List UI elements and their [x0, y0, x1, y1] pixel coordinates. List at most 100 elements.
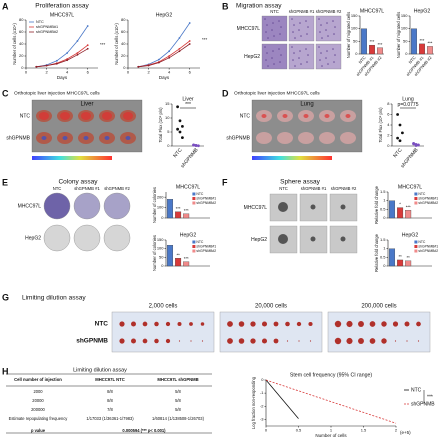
data-point [192, 143, 196, 147]
significance: ** [398, 254, 402, 259]
chart-title: Lung [402, 96, 414, 102]
photo-speck [321, 65, 323, 67]
chart-title: MHCC97L [176, 184, 200, 190]
y-axis-label: Total Flux (10⁹ p/s) [158, 107, 163, 143]
data-point [188, 40, 191, 42]
tumor [227, 338, 233, 344]
row-label: shGPNMB [226, 135, 250, 141]
bar [427, 46, 433, 55]
photo-speck [320, 24, 322, 26]
significance: *** [406, 204, 411, 209]
data-point [412, 142, 415, 146]
data-point [178, 47, 181, 50]
row-label: HepG2 [25, 235, 41, 241]
data-point [178, 119, 182, 123]
x-tick-label: 2 [45, 70, 48, 75]
signal [123, 112, 133, 120]
tumor [142, 338, 148, 344]
photo [315, 43, 342, 70]
y-tick-label: 0.5 [380, 254, 386, 259]
y-tick-label: 6 [387, 112, 390, 117]
y-axis-label: Number of colonies [152, 235, 157, 271]
colorbar [252, 156, 332, 160]
table-cell: 5/8 [175, 389, 181, 394]
sphere [278, 234, 288, 244]
panel-letter: E [2, 177, 8, 187]
tumor [334, 337, 342, 345]
table-cell: 5/8 [175, 398, 181, 403]
signal [324, 114, 330, 118]
photo-speck [298, 29, 300, 31]
photo [261, 43, 288, 70]
tumor [416, 321, 421, 327]
legend-swatch [192, 192, 196, 196]
data-point [76, 40, 79, 42]
legend-label: shGPNMB#1 [418, 196, 438, 200]
legend-swatch [192, 201, 196, 205]
tumor [358, 321, 364, 327]
x-tick-label: 1 [330, 428, 333, 433]
bar [377, 47, 383, 55]
y-tick-label: 1.5 [380, 237, 386, 242]
bar [175, 258, 182, 267]
signal [62, 136, 68, 140]
data-point [398, 123, 402, 127]
legend-label: NTC [418, 240, 426, 244]
panel-title: Sphere assay [280, 179, 320, 186]
tumor [369, 338, 376, 344]
series-line [138, 43, 190, 68]
data-point [188, 43, 191, 45]
row-label: MHCC97L [18, 203, 42, 209]
photo-speck [333, 61, 335, 63]
x-unit: (e+5) [400, 430, 411, 435]
photo-speck [294, 65, 296, 67]
photo-speck [305, 48, 307, 50]
tumor [298, 340, 300, 342]
organ [256, 132, 272, 144]
data-point [401, 131, 404, 135]
photo [327, 311, 431, 353]
y-tick-label: 40 [19, 41, 24, 46]
y-tick-label: 15 [165, 101, 170, 106]
photo-speck [293, 52, 295, 54]
photo-speck [279, 61, 281, 63]
signal [41, 136, 47, 140]
photo-speck [318, 18, 320, 20]
data-point [35, 65, 38, 68]
panel-title: Colony assay [58, 179, 98, 186]
data-point [86, 44, 89, 47]
data-point [414, 144, 418, 147]
photo [261, 15, 288, 42]
sphere [310, 236, 316, 242]
tumor [238, 338, 245, 344]
chart-title: HepG2 [414, 8, 431, 14]
tumor [119, 321, 125, 327]
data-point [86, 25, 89, 27]
x-tick-label: NTC [407, 55, 416, 65]
row-label: HepG2 [251, 237, 267, 243]
column-label: 2,000 cells [149, 304, 178, 310]
table-header: MHCC97L NTC [95, 377, 124, 382]
organ [319, 132, 335, 144]
well [73, 192, 101, 220]
data-point [188, 22, 191, 24]
data-point [178, 130, 182, 134]
column-label: NTC [53, 186, 62, 191]
data-point [398, 139, 402, 143]
y-axis-label: Number of cells (x10⁴) [114, 23, 119, 65]
bar [183, 261, 190, 267]
photo-speck [299, 50, 301, 52]
column-label: shGPNMB #1 [74, 186, 100, 191]
legend-label: shGPNMB#2 [196, 201, 216, 205]
table-cell: 2000 [33, 389, 43, 394]
well [73, 224, 101, 252]
y-tick-label: 20 [121, 53, 126, 58]
tumor [308, 321, 313, 327]
y-tick-label: 0 [167, 143, 170, 148]
row-label: MHCC97L [244, 205, 268, 211]
photo-speck [307, 26, 309, 28]
photo [111, 311, 215, 353]
column-label: shGPNMB #2 [331, 186, 357, 191]
chart-title: Stem cell frequency (95% CI range) [290, 372, 372, 378]
y-axis-label: Number of colonies [152, 187, 157, 223]
